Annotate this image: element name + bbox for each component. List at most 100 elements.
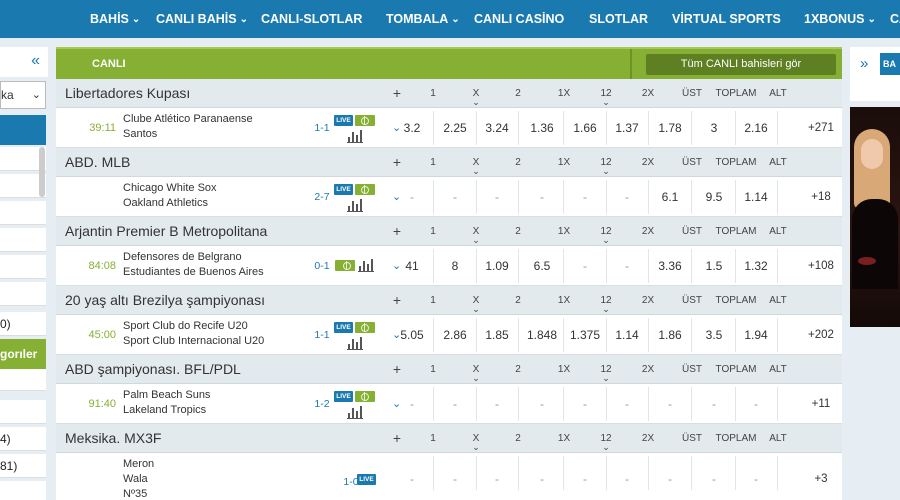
match-teams[interactable]: Sport Club do Recife U20 Sport Club Inter… [123,319,264,349]
odds-cell[interactable]: 3.5 [705,328,723,342]
match-row[interactable]: 39:11 Clube Atlético Paranaense Santos 1-1 L… [56,108,842,148]
sidebar-item[interactable] [0,400,46,424]
chevron-down-icon[interactable]: ⌄ [392,329,402,341]
match-row[interactable]: 91:40 Palm Beach Suns Lakeland Tropics 1-2 L… [56,384,842,424]
field-icon[interactable] [355,391,375,402]
match-score: 1-1 [314,329,330,341]
odds-cell[interactable]: 1.09 [485,259,509,273]
double-chevron-right-icon[interactable]: » [860,55,869,72]
match-row[interactable]: 84:08 Defensores de Belgrano Estudiantes d… [56,246,842,286]
odds-cell[interactable]: 1.37 [615,121,639,135]
nav-item[interactable]: SLOTLAR [589,0,648,38]
odds-cell[interactable]: 1.14 [615,328,639,342]
nav-item[interactable]: CANLI BAHİS ⌄ [156,0,248,38]
see-all-live-button[interactable]: Tüm CANLI bahisleri gör [646,54,836,75]
nav-item[interactable]: BAHİS ⌄ [90,0,140,38]
odds-cell[interactable]: 1.66 [573,121,597,135]
more-markets-button[interactable]: +202 [808,329,834,341]
odds-column-header: 2X [641,88,655,99]
field-icon[interactable] [355,115,375,126]
match-teams[interactable]: Defensores de Belgrano Estudiantes de Bue… [123,250,264,280]
odds-cell[interactable]: 6.5 [533,259,551,273]
match-row[interactable]: Chicago White Sox Oakland Athletics 2-7 LIV… [56,177,842,217]
chevron-down-icon[interactable]: ⌄ [392,122,402,134]
statistics-icon[interactable] [347,130,363,143]
add-market-icon[interactable]: + [392,223,402,239]
chevron-down-icon[interactable]: ⌄ [392,398,402,410]
odds-column-header: 1X [557,433,571,444]
nav-item[interactable]: TOMBALA ⌄ [386,0,460,38]
statistics-icon[interactable] [358,259,374,272]
sidebar-item[interactable] [0,228,46,252]
sidebar-item[interactable] [0,367,46,391]
field-icon[interactable] [355,184,375,195]
odds-cell[interactable]: 1.86 [658,328,682,342]
odds-cell[interactable]: 8 [451,259,459,273]
odds-cell[interactable]: 5.05 [400,328,424,342]
add-market-icon[interactable]: + [392,292,402,308]
match-teams[interactable]: Palm Beach Suns Lakeland Tropics [123,388,210,418]
sidebar-scrollbar[interactable] [39,147,45,197]
odds-cell[interactable]: 2.16 [744,121,768,135]
add-market-icon[interactable]: + [392,154,402,170]
sidebar-item[interactable]: 4) [0,427,46,451]
odds-cell[interactable]: 1.14 [744,190,768,204]
odds-cell[interactable]: 1.36 [530,121,554,135]
sport-select[interactable]: ka ⌄ [0,81,46,109]
sidebar-item[interactable]: 81) [0,454,46,478]
nav-item[interactable]: 1XBONUS ⌄ [804,0,876,38]
nav-item[interactable]: CANLI-SLOTLAR [261,0,362,38]
field-icon[interactable] [355,322,375,333]
add-market-icon[interactable]: + [392,85,402,101]
sidebar-item[interactable] [0,255,46,279]
nav-item[interactable]: CANLI CASİNO [474,0,564,38]
match-teams[interactable]: Chicago White Sox Oakland Athletics [123,181,217,211]
casino-promo-banner[interactable] [850,107,900,327]
more-markets-button[interactable]: +3 [814,473,828,485]
odds-cell[interactable]: 6.1 [661,190,679,204]
odds-cell[interactable]: 41 [405,259,419,273]
sidebar-collapse-button[interactable]: « [0,47,48,77]
statistics-icon[interactable] [347,406,363,419]
statistics-icon[interactable] [347,199,363,212]
odds-cell[interactable]: 1.85 [485,328,509,342]
chevron-down-icon[interactable]: ⌄ [392,191,402,203]
match-row[interactable]: Meron Wala Nº35 1-0 LIVE - - - - - - - - - +3 [56,453,842,500]
match-teams[interactable]: Clube Atlético Paranaense Santos [123,112,253,142]
odds-cell[interactable]: 2.86 [443,328,467,342]
odds-cell[interactable]: 1.78 [658,121,682,135]
chevron-down-icon[interactable]: ⌄ [392,260,402,272]
odds-cell[interactable]: 1.32 [744,259,768,273]
sidebar-item[interactable] [0,481,46,500]
odds-cell[interactable]: 3.24 [485,121,509,135]
more-markets-button[interactable]: +11 [811,398,831,410]
match-teams[interactable]: Meron Wala Nº35 [123,457,154,500]
odds-cell[interactable]: 2.25 [443,121,467,135]
sidebar-item[interactable]: 0) [0,312,46,336]
add-market-icon[interactable]: + [392,430,402,446]
odds-cell[interactable]: 1.5 [705,259,723,273]
right-tab[interactable]: BA [880,53,900,75]
sidebar-item[interactable] [0,282,46,306]
statistics-icon[interactable] [347,337,363,350]
odds-cell[interactable]: 1.94 [744,328,768,342]
sidebar-item[interactable] [0,201,46,225]
odds-cell[interactable]: 3.36 [658,259,682,273]
match-row[interactable]: 45:00 Sport Club do Recife U20 Sport Club … [56,315,842,355]
more-markets-button[interactable]: +18 [811,191,831,203]
nav-item[interactable]: VİRTUAL SPORTS [672,0,781,38]
odds-cell[interactable]: 1.848 [526,328,558,342]
sidebar-item[interactable] [0,174,46,198]
odds-column-header: ALT [769,226,787,237]
odds-cell[interactable]: 1.375 [569,328,601,342]
odds-cell[interactable]: 9.5 [705,190,723,204]
nav-item[interactable]: CA [890,0,900,38]
field-icon[interactable] [337,260,355,271]
add-market-icon[interactable]: + [392,361,402,377]
more-markets-button[interactable]: +271 [808,122,834,134]
sidebar-categories-button[interactable]: gorıler [0,339,46,369]
odds-cell[interactable]: 3.2 [403,121,421,135]
more-markets-button[interactable]: +108 [808,260,834,272]
odds-cell[interactable]: 3 [710,121,718,135]
sidebar-item[interactable] [0,147,46,171]
